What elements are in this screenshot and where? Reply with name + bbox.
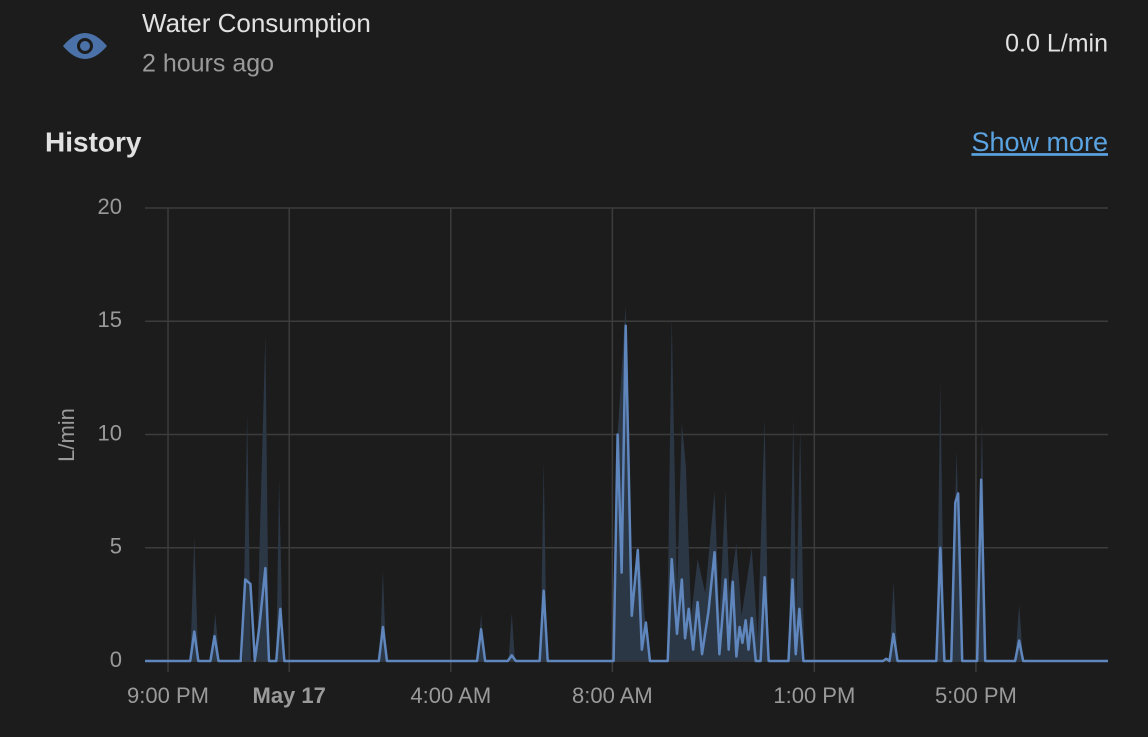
y-axis-label: L/min: [54, 408, 79, 462]
x-tick-label: 4:00 AM: [410, 683, 491, 708]
y-tick-label: 10: [98, 420, 122, 445]
eye-icon: [63, 33, 107, 59]
last-changed: 2 hours ago: [142, 50, 274, 78]
x-tick-label: 1:00 PM: [773, 683, 855, 708]
y-tick-label: 20: [98, 194, 122, 219]
x-tick-label: 5:00 PM: [935, 683, 1017, 708]
y-tick-label: 15: [98, 307, 122, 332]
x-tick-label: May 17: [253, 683, 326, 708]
history-title: History: [45, 126, 142, 157]
entity-name: Water Consumption: [142, 8, 371, 38]
x-tick-label: 9:00 PM: [127, 683, 209, 708]
show-more-link[interactable]: Show more: [971, 127, 1108, 157]
state: 0.0 L/min: [1005, 30, 1108, 58]
y-tick-label: 5: [110, 534, 122, 559]
mean-line: [145, 324, 1108, 663]
y-tick-label: 0: [110, 647, 122, 672]
x-tick-label: 8:00 AM: [572, 683, 653, 708]
max-area: [145, 305, 1108, 661]
